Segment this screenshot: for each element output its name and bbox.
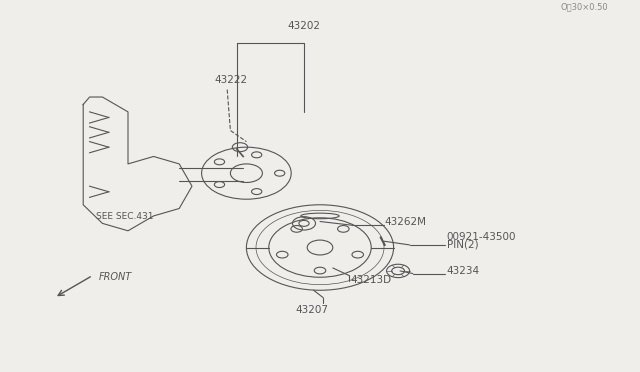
Text: SEE SEC.431: SEE SEC.431 xyxy=(96,212,154,221)
Text: 43262M: 43262M xyxy=(384,217,426,227)
Text: 43202: 43202 xyxy=(287,21,321,31)
Text: 43234: 43234 xyxy=(447,266,480,276)
Text: 43222: 43222 xyxy=(214,74,248,84)
Text: 43207: 43207 xyxy=(296,305,329,315)
Text: 43213D: 43213D xyxy=(351,275,392,285)
Text: FRONT: FRONT xyxy=(99,272,132,282)
Text: PIN(2): PIN(2) xyxy=(447,240,478,250)
Text: 00921-43500: 00921-43500 xyxy=(447,232,516,243)
Text: Ο・30×0.50: Ο・30×0.50 xyxy=(561,3,608,12)
